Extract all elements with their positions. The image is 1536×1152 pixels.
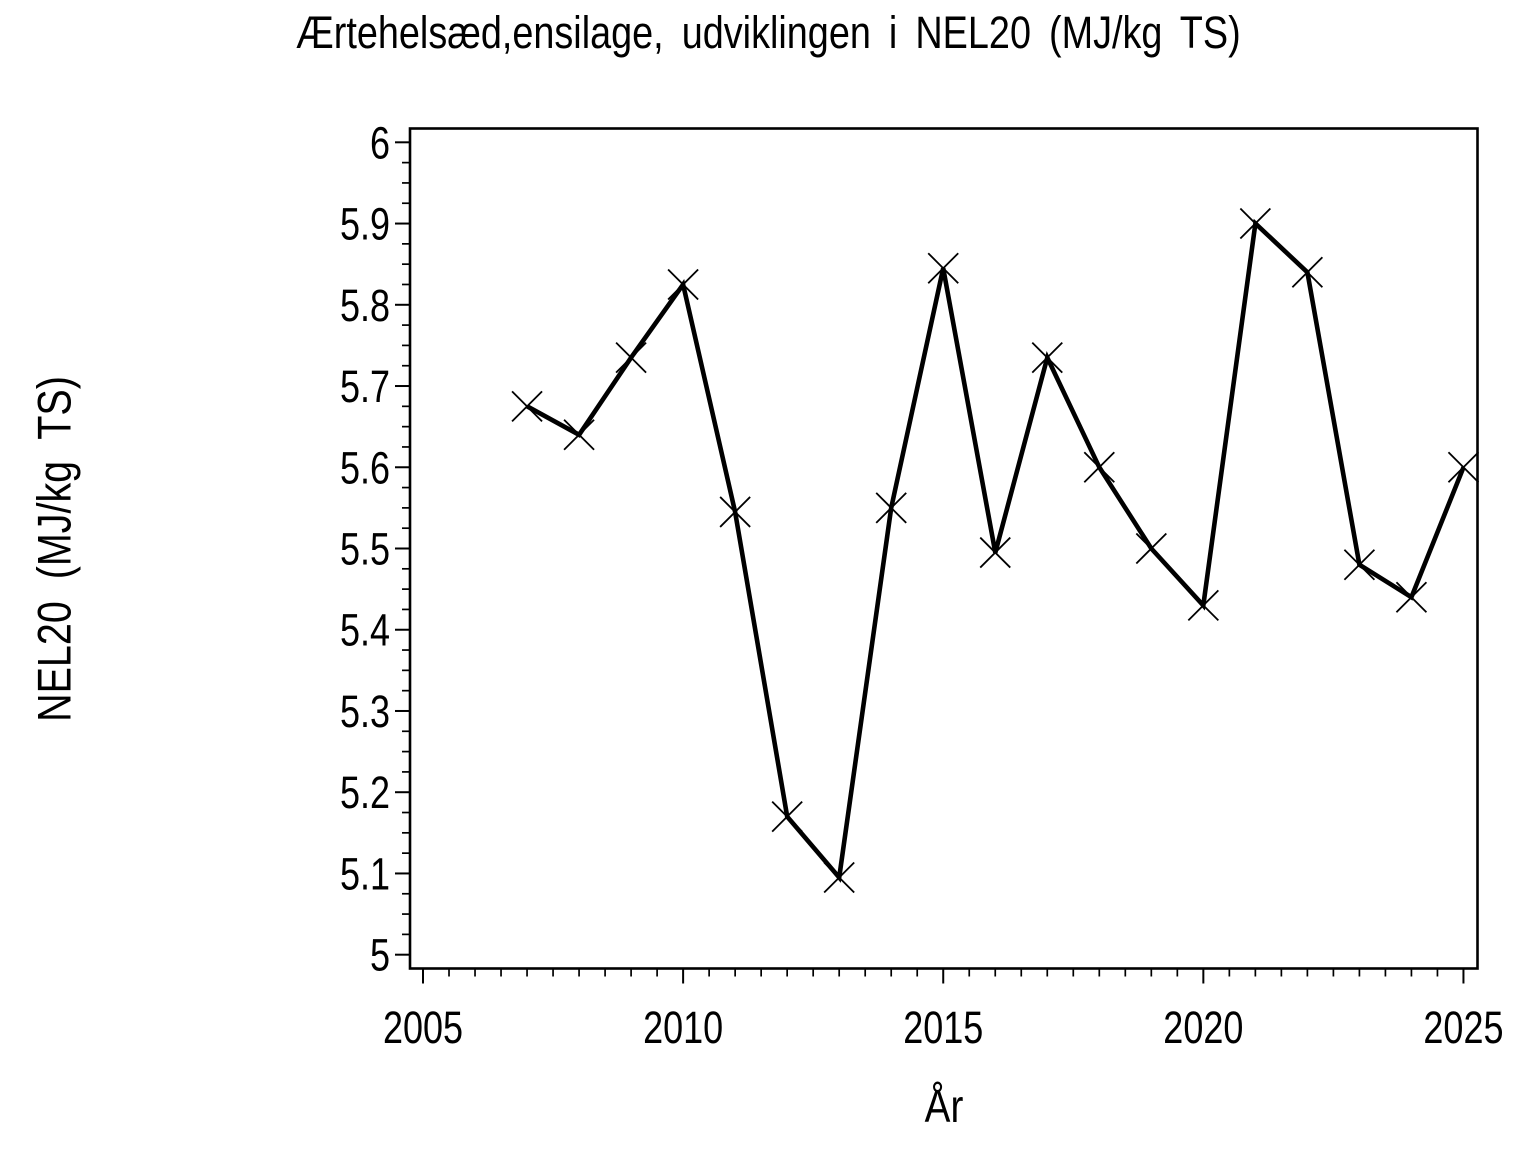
data-point-marker bbox=[875, 492, 907, 524]
data-point-marker bbox=[1187, 589, 1219, 622]
x-axis-title-text: År bbox=[924, 1080, 964, 1132]
x-axis-title: År bbox=[921, 1083, 967, 1129]
chart-title-text: Ærtehelsæd,ensilage, udviklingen i NEL20… bbox=[295, 7, 1241, 58]
data-point-marker bbox=[1083, 451, 1115, 483]
data-point-marker bbox=[927, 252, 959, 284]
data-point-marker bbox=[615, 341, 647, 374]
x-axis-tick-label: 2005 bbox=[383, 1002, 463, 1053]
data-point-marker bbox=[1447, 451, 1480, 483]
y-axis-tick-label: 5.8 bbox=[340, 280, 390, 331]
data-point-marker bbox=[979, 536, 1011, 569]
data-point-marker bbox=[667, 268, 699, 301]
y-axis-tick-label: 5 bbox=[370, 930, 390, 981]
data-point-marker bbox=[1239, 207, 1272, 240]
data-point-marker bbox=[1291, 256, 1324, 288]
data-point-marker bbox=[511, 390, 543, 422]
data-point-marker bbox=[1395, 581, 1428, 613]
y-axis-tick-label: 5.4 bbox=[340, 605, 390, 656]
data-point-marker bbox=[1031, 341, 1063, 374]
y-axis-tick-label: 5.7 bbox=[340, 361, 390, 412]
y-axis-tick-label: 6 bbox=[370, 117, 390, 168]
chart-title: Ærtehelsæd,ensilage, udviklingen i NEL20… bbox=[0, 10, 1536, 55]
y-axis-tick-label: 5.6 bbox=[340, 442, 390, 493]
x-axis-tick-label: 2025 bbox=[1423, 1002, 1503, 1053]
y-axis-tick-label: 5.1 bbox=[340, 849, 390, 900]
series-line bbox=[525, 218, 1466, 883]
data-point-marker bbox=[823, 861, 855, 894]
data-point-marker bbox=[1343, 549, 1376, 581]
x-axis-tick-label: 2015 bbox=[903, 1002, 983, 1053]
plot-frame bbox=[408, 127, 1479, 970]
data-point-marker bbox=[563, 419, 595, 451]
y-axis-tick-label: 5.9 bbox=[340, 199, 390, 250]
data-point-marker bbox=[719, 496, 751, 528]
x-axis-tick-label: 2010 bbox=[643, 1002, 723, 1053]
data-point-marker bbox=[1135, 532, 1167, 565]
y-axis-tick-label: 5.2 bbox=[340, 767, 390, 818]
y-axis-tick-label: 5.3 bbox=[340, 686, 390, 737]
data-point-marker bbox=[771, 800, 803, 833]
y-axis-tick-label: 5.5 bbox=[340, 524, 390, 575]
x-axis-tick-label: 2020 bbox=[1163, 1002, 1243, 1053]
